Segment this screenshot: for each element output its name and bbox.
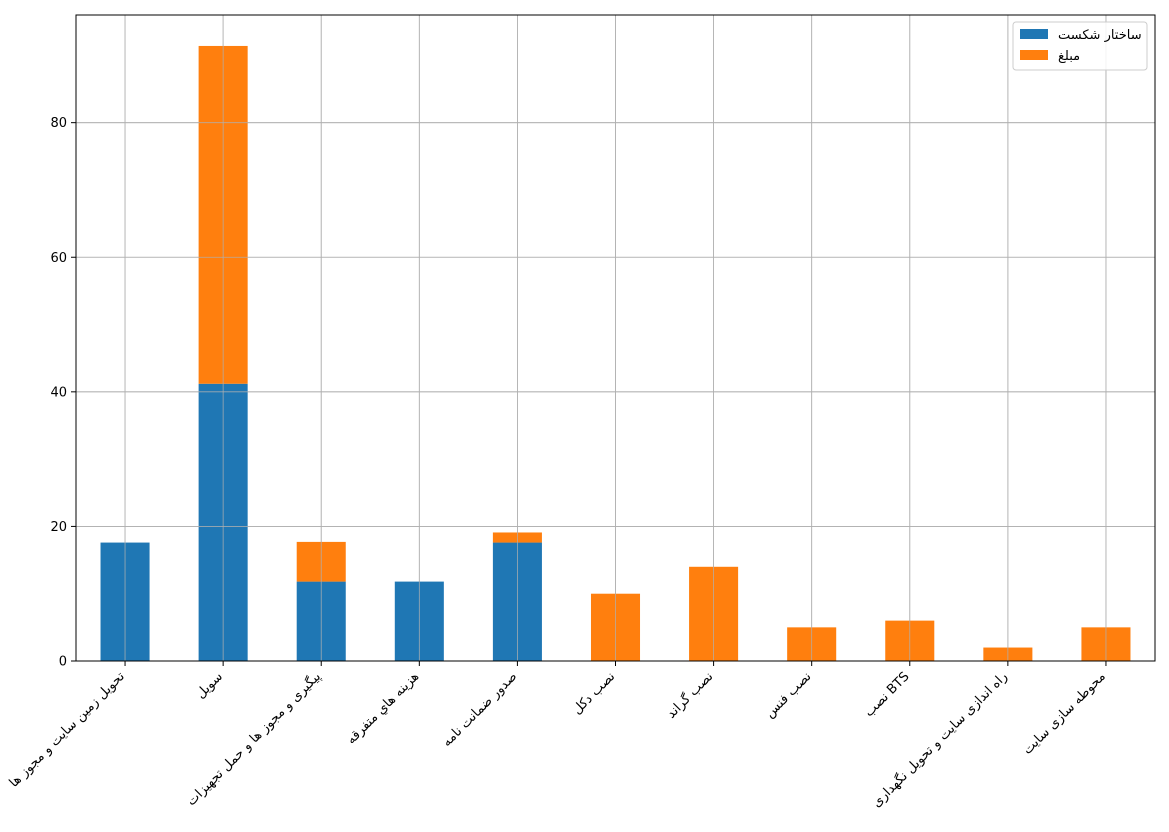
y-tick-label: 20 [50,520,67,535]
bars [76,15,1155,662]
y-tick-label: 80 [50,116,67,131]
x-tick-label: نصب گراند [663,669,716,722]
x-tick-label: نصب فنس [763,669,815,721]
y-tick-label: 40 [50,385,67,400]
x-tick-label: سویل [193,669,226,702]
x-tick-label: نصب دکل [570,669,619,718]
x-tick-label: محوطه سازی سایت [1020,669,1109,758]
legend-label: ساختار شکست [1058,28,1142,43]
y-tick-label: 60 [50,251,67,266]
legend-swatch [1020,29,1048,39]
x-tick-label: تحویل زمین سایت و مجوز ها [7,669,129,791]
x-tick-label: صدور ضمانت نامه [440,669,521,750]
y-tick-label: 0 [59,655,67,670]
x-tick-label: نصب BTS [862,669,913,720]
legend-swatch [1020,50,1048,60]
x-tick-label: هزینه هاي متفرقه [344,669,422,747]
legend-label: مبلغ [1058,49,1080,64]
legend: ساختار شکست مبلغ [1012,21,1148,71]
